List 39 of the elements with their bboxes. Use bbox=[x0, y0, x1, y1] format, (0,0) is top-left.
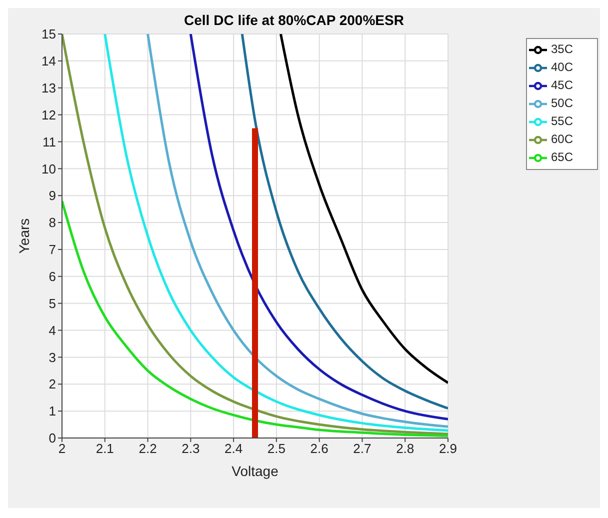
y-tick-label: 12 bbox=[42, 107, 56, 122]
y-axis-title: Years bbox=[16, 218, 32, 254]
y-tick-label: 5 bbox=[48, 296, 56, 311]
x-tick-label: 2.4 bbox=[224, 441, 243, 456]
line-series bbox=[279, 34, 448, 384]
x-tick-label: 2.2 bbox=[138, 441, 157, 456]
y-tick-label: 4 bbox=[48, 322, 56, 338]
y-tick-label: 7 bbox=[48, 242, 56, 258]
legend-label: 65C bbox=[551, 150, 574, 164]
y-tick-label: 11 bbox=[42, 134, 56, 150]
line-series bbox=[189, 34, 448, 420]
x-tick-label: 2.7 bbox=[353, 441, 372, 456]
legend-label: 35C bbox=[551, 42, 574, 56]
legend-label: 60C bbox=[551, 132, 574, 146]
y-tick-label: 13 bbox=[42, 80, 56, 96]
y-tick-label: 10 bbox=[42, 161, 56, 176]
legend-label: 50C bbox=[551, 96, 574, 110]
legend-label: 55C bbox=[551, 114, 574, 128]
x-tick-label: 2.6 bbox=[310, 441, 328, 456]
line-series bbox=[240, 34, 448, 410]
y-tick-label: 1 bbox=[48, 404, 56, 419]
x-tick-label: 2.8 bbox=[396, 441, 414, 456]
y-tick-label: 0 bbox=[48, 430, 56, 446]
y-tick-label: 6 bbox=[48, 269, 56, 284]
legend-label: 40C bbox=[551, 60, 574, 74]
legend-label: 45C bbox=[551, 78, 574, 92]
y-tick-label: 14 bbox=[42, 54, 56, 69]
x-axis-title: Voltage bbox=[232, 463, 279, 479]
y-tick-label: 3 bbox=[48, 350, 56, 365]
chart-title: Cell DC life at 80%CAP 200%ESR bbox=[183, 12, 405, 28]
y-tick-label: 15 bbox=[42, 26, 56, 42]
y-tick-label: 2 bbox=[48, 376, 56, 392]
y-tick-label: 9 bbox=[48, 188, 56, 204]
y-tick-label: 8 bbox=[48, 215, 56, 230]
x-tick-label: 2.1 bbox=[96, 441, 114, 456]
x-tick-label: 2.5 bbox=[267, 441, 286, 456]
x-tick-label: 2.3 bbox=[182, 441, 200, 456]
x-tick-label: 2.9 bbox=[438, 441, 458, 456]
x-tick-label: 2 bbox=[58, 441, 66, 456]
